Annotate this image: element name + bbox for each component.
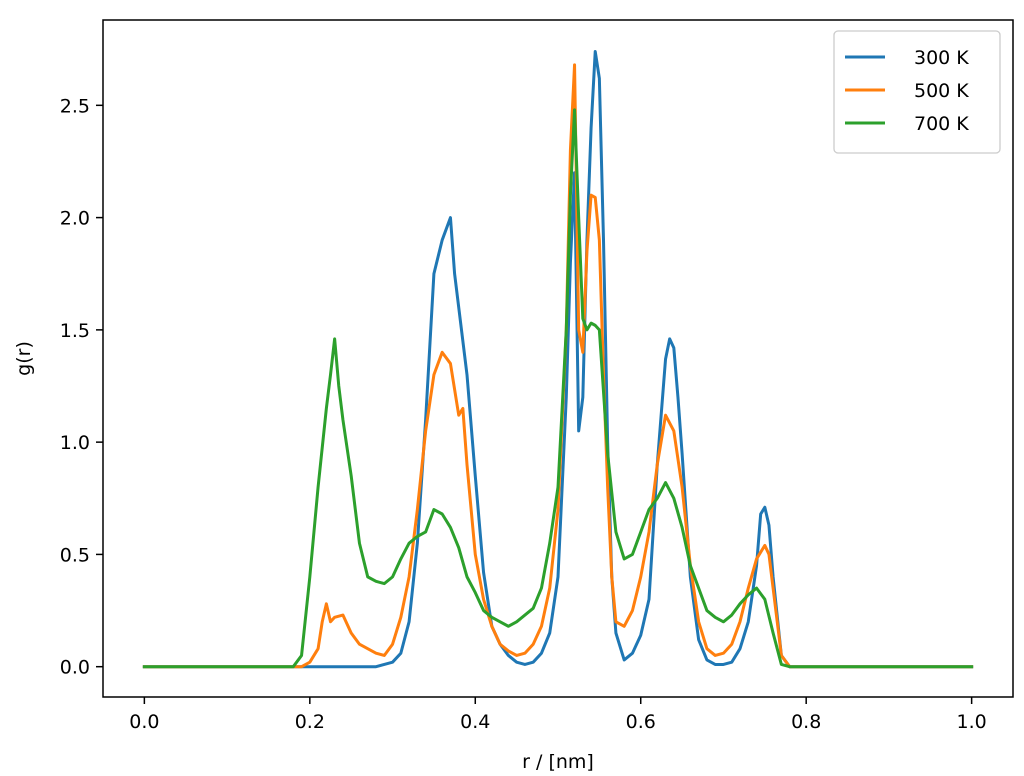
y-axis-ticks: 0.0 0.5 1.0 1.5 2.0 2.5 bbox=[60, 95, 103, 679]
y-tick-label: 0.0 bbox=[60, 657, 90, 679]
x-tick-label: 0.4 bbox=[460, 711, 490, 733]
y-tick-label: 1.0 bbox=[60, 432, 90, 454]
x-tick-label: 0.0 bbox=[129, 711, 159, 733]
plot-frame bbox=[102, 19, 1014, 698]
plot-lines bbox=[142, 49, 974, 669]
y-tick-label: 2.5 bbox=[60, 95, 90, 117]
x-axis-ticks: 0.0 0.2 0.4 0.6 0.8 1.0 bbox=[129, 697, 987, 733]
y-tick-label: 0.5 bbox=[60, 544, 90, 566]
y-tick-label: 2.0 bbox=[60, 208, 90, 230]
x-tick-label: 0.2 bbox=[295, 711, 325, 733]
y-axis-label: g(r) bbox=[13, 341, 35, 376]
legend: 300 K 500 K 700 K bbox=[833, 30, 1001, 154]
legend-label: 500 K bbox=[914, 80, 969, 102]
legend-label: 300 K bbox=[914, 47, 969, 69]
x-tick-label: 0.8 bbox=[791, 711, 821, 733]
legend-label: 700 K bbox=[914, 113, 969, 135]
series-line-700k bbox=[142, 108, 974, 669]
x-tick-label: 1.0 bbox=[957, 711, 987, 733]
x-tick-label: 0.6 bbox=[626, 711, 656, 733]
series-line-300k bbox=[142, 49, 974, 669]
x-axis-label: r / [nm] bbox=[522, 751, 594, 773]
y-tick-label: 1.5 bbox=[60, 320, 90, 342]
